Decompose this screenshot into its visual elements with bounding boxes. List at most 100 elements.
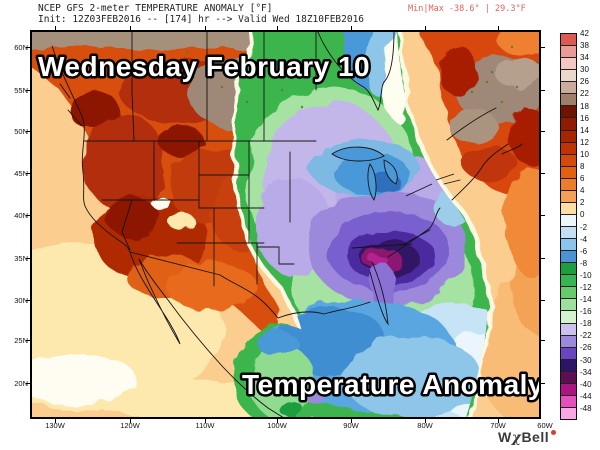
colorbar-band bbox=[561, 275, 576, 288]
colorbar-band bbox=[561, 178, 576, 191]
colorbar-band bbox=[561, 323, 576, 336]
axis-tick bbox=[541, 47, 545, 48]
colorbar-tick-label: -6 bbox=[580, 246, 588, 256]
axis-tick bbox=[541, 340, 545, 341]
colorbar-band bbox=[561, 359, 576, 372]
axis-tick bbox=[205, 419, 206, 423]
axis-tick bbox=[541, 215, 545, 216]
lon-label: 60W bbox=[537, 421, 553, 430]
axis-tick bbox=[541, 173, 545, 174]
overlay-title-date: Wednesday February 10 bbox=[38, 51, 370, 82]
plot-title-line1: NCEP GFS 2-meter TEMPERATURE ANOMALY [°F… bbox=[38, 3, 273, 14]
plot-init-line: Init: 12Z03FEB2016 -- [174] hr --> Valid… bbox=[38, 14, 365, 25]
colorbar bbox=[560, 33, 577, 420]
plot-title: NCEP GFS 2-meter TEMPERATURE ANOMALY [°F… bbox=[38, 3, 364, 25]
axis-tick bbox=[351, 26, 352, 30]
colorbar-tick-label: 22 bbox=[580, 89, 589, 99]
axis-tick bbox=[425, 26, 426, 30]
anomaly-field: Wednesday February 10 Temperature Anomal… bbox=[32, 32, 539, 417]
logo-w: W bbox=[498, 429, 512, 445]
lon-label: 110W bbox=[195, 421, 215, 430]
colorbar-band bbox=[561, 82, 576, 95]
axis-tick bbox=[26, 131, 30, 132]
coastlines-and-borders bbox=[46, 32, 523, 417]
colorbar-tick-label: -4 bbox=[580, 234, 588, 244]
axis-tick bbox=[277, 419, 278, 423]
great-lakes bbox=[331, 146, 455, 201]
axis-tick bbox=[205, 26, 206, 30]
colorbar-band bbox=[561, 239, 576, 252]
colorbar-tick-label: -40 bbox=[580, 379, 592, 389]
colorbar-band bbox=[561, 190, 576, 203]
colorbar-tick-label: -44 bbox=[580, 391, 592, 401]
colorbar-tick-label: 8 bbox=[580, 162, 585, 172]
lon-label: 80W bbox=[417, 421, 433, 430]
colorbar-tick-label: -30 bbox=[580, 355, 592, 365]
colorbar-band bbox=[561, 299, 576, 312]
map-canvas: Wednesday February 10 Temperature Anomal… bbox=[30, 30, 541, 419]
colorbar-tick-label: 10 bbox=[580, 149, 589, 159]
axis-tick bbox=[541, 90, 545, 91]
colorbar-labels: 42 38 34 30 26 22 18 16 14 12 10 8 6 4 2 0 -2 -4 -6 -8 -10 -1… bbox=[580, 29, 600, 420]
lon-label: 130W bbox=[45, 421, 65, 430]
colorbar-tick-label: 0 bbox=[580, 210, 585, 220]
lat-label: 25N bbox=[14, 336, 28, 345]
colorbar-tick-label: -48 bbox=[580, 403, 592, 413]
colorbar-tick-label: -12 bbox=[580, 282, 592, 292]
colorbar-band bbox=[561, 70, 576, 83]
colorbar-tick-label: -18 bbox=[580, 319, 592, 329]
axis-tick bbox=[541, 258, 545, 259]
colorbar-tick-label: -10 bbox=[580, 270, 592, 280]
lat-label: 60N bbox=[14, 43, 28, 52]
lon-label: 120W bbox=[120, 421, 140, 430]
colorbar-band bbox=[561, 347, 576, 360]
colorbar-tick-label: 42 bbox=[580, 29, 589, 38]
colorbar-band bbox=[561, 166, 576, 179]
wxbell-logo: WχBell bbox=[498, 429, 568, 446]
axis-tick bbox=[55, 26, 56, 30]
colorbar-band bbox=[561, 142, 576, 155]
colorbar-tick-label: 4 bbox=[580, 186, 585, 196]
axis-tick bbox=[130, 26, 131, 30]
colorbar-tick-label: -2 bbox=[580, 222, 588, 232]
colorbar-band bbox=[561, 106, 576, 119]
axis-tick bbox=[26, 47, 30, 48]
colorbar-tick-label: -14 bbox=[580, 295, 592, 305]
terrain-speckles bbox=[185, 45, 539, 109]
axis-tick bbox=[55, 419, 56, 423]
colorbar-tick-label: 38 bbox=[580, 41, 589, 51]
colorbar-band bbox=[561, 227, 576, 240]
lon-label: 100W bbox=[267, 421, 287, 430]
lat-label: 30N bbox=[14, 296, 28, 305]
colorbar-tick-label: 6 bbox=[580, 174, 585, 184]
colorbar-band bbox=[561, 383, 576, 396]
colorbar-band bbox=[561, 46, 576, 59]
axis-tick bbox=[498, 419, 499, 423]
colorbar-band bbox=[561, 263, 576, 276]
colorbar-tick-label: 26 bbox=[580, 77, 589, 87]
colorbar-tick-label: 30 bbox=[580, 65, 589, 75]
colorbar-tick-label: 18 bbox=[580, 101, 589, 111]
axis-tick bbox=[498, 26, 499, 30]
lat-label: 40N bbox=[14, 211, 28, 220]
minmax-readout: Min|Max -38.6° | 29.3°F bbox=[408, 4, 526, 14]
colorbar-tick-label: 14 bbox=[580, 125, 589, 135]
colorbar-band bbox=[561, 130, 576, 143]
axis-tick bbox=[130, 419, 131, 423]
lat-label: 50N bbox=[14, 127, 28, 136]
axis-tick bbox=[541, 131, 545, 132]
axis-tick bbox=[26, 258, 30, 259]
logo-red-dot-icon bbox=[551, 430, 557, 435]
colorbar-tick-label: -22 bbox=[580, 331, 592, 341]
axis-tick bbox=[541, 383, 545, 384]
axis-tick bbox=[26, 383, 30, 384]
colorbar-tick-label: 34 bbox=[580, 53, 589, 63]
lon-label: 90W bbox=[343, 421, 359, 430]
axis-tick bbox=[277, 26, 278, 30]
colorbar-band bbox=[561, 214, 576, 227]
colorbar-tick-label: 12 bbox=[580, 137, 589, 147]
axis-tick bbox=[26, 300, 30, 301]
mexico-cold-layer bbox=[250, 331, 323, 417]
colorbar-band bbox=[561, 287, 576, 300]
